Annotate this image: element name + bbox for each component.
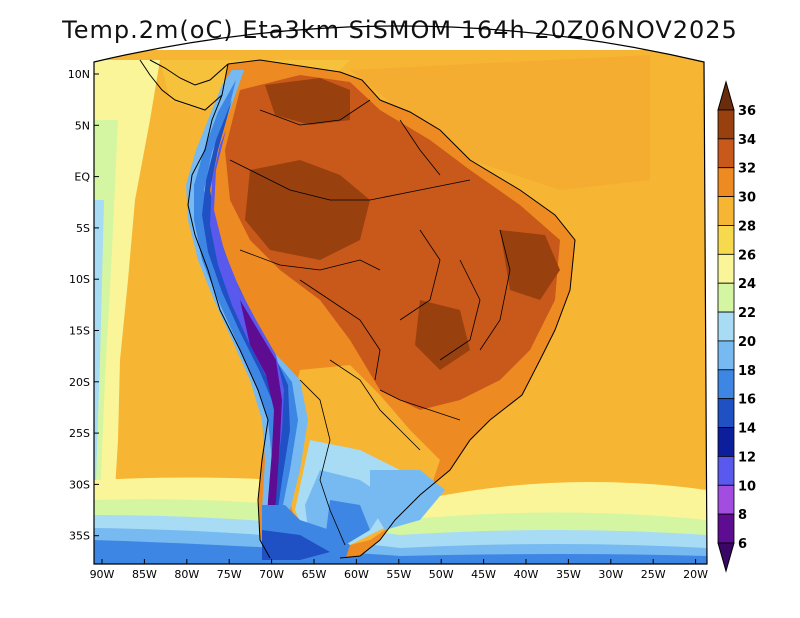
lat-tick-label: 15S — [69, 325, 90, 338]
country-borders — [229, 99, 511, 546]
venezuela-34-core — [265, 78, 350, 125]
lat-tick-label: 30S — [69, 478, 90, 491]
latitude-axis: 10N 5N EQ 5S 10S 15S 20S 25S 30S 35S — [68, 68, 99, 543]
colorbar-segment — [717, 398, 735, 428]
interior-32-region — [225, 75, 560, 410]
lat-tick-label: 5S — [76, 222, 90, 235]
coastlines — [139, 59, 576, 559]
andes-16-band — [194, 80, 298, 550]
lon-tick-label: 80W — [174, 568, 199, 581]
temperature-field — [94, 50, 707, 564]
lon-tick-label: 25W — [641, 568, 666, 581]
lon-tick-label: 20W — [683, 568, 708, 581]
colorbar-label: 14 — [738, 422, 756, 437]
lon-tick-label: 45W — [471, 568, 496, 581]
border-guianas — [399, 119, 441, 176]
map-title: Temp.2m(oC) Eta3km SiSMOM 164h 20Z06NOV2… — [62, 16, 738, 44]
lat-tick-label: 35S — [69, 530, 90, 543]
colorbar-label: 22 — [738, 306, 756, 321]
atlantic-coastline — [227, 59, 576, 559]
domain-frame — [93, 25, 708, 565]
colorbar-label: 18 — [738, 364, 756, 379]
lat-tick-label: 25S — [69, 427, 90, 440]
amazon-34-core — [245, 160, 370, 260]
lon-tick-label: 50W — [429, 568, 454, 581]
lon-tick-label: 55W — [386, 568, 411, 581]
colorbar-label: 6 — [738, 537, 747, 552]
south-16-band — [94, 540, 707, 564]
temperature-colorbar: 36 34 32 30 28 26 24 22 20 18 16 14 12 10 8 6 — [717, 80, 756, 573]
colorbar-segment — [717, 109, 735, 140]
colorbar-label: 34 — [738, 133, 756, 148]
panama-coast — [149, 59, 229, 86]
pampas-16-region — [325, 500, 370, 545]
lat-tick-label: 5N — [75, 119, 90, 132]
lon-tick-label: 70W — [259, 568, 284, 581]
lon-tick-label: 30W — [598, 568, 623, 581]
border-brazil-states-1 — [439, 259, 481, 361]
border-peru-brazil — [239, 249, 381, 271]
colorbar-segment — [717, 455, 735, 486]
lon-tick-label: 40W — [514, 568, 539, 581]
colorbar-segment — [717, 253, 735, 284]
lon-tick-label: 60W — [344, 568, 369, 581]
lon-tick-label: 65W — [302, 568, 327, 581]
border-brazil-south — [379, 389, 461, 421]
lon-tick-label: 85W — [132, 568, 157, 581]
pacific-coastline — [187, 63, 271, 559]
colorbar-top-arrow — [717, 80, 735, 111]
lat-tick-label: 20S — [69, 376, 90, 389]
border-venezuela — [259, 99, 371, 126]
colorbar-label: 24 — [738, 277, 756, 292]
colorbar-segment — [717, 369, 735, 400]
pacific-20-band — [94, 200, 104, 500]
colorbar-segment — [717, 138, 735, 169]
border-amazon-north — [229, 159, 471, 201]
colorbar-segment — [717, 225, 735, 255]
longitude-axis: 90W 85W 80W 75W 70W 65W 60W 55W 50W 45W 40W 35W 30W 2… — [90, 559, 708, 581]
colorbar-segment — [717, 484, 735, 515]
lat-tick-label: EQ — [74, 171, 90, 184]
colorbar-label: 26 — [738, 248, 756, 263]
border-paraguay — [329, 359, 421, 451]
northeast-34-core — [500, 230, 560, 300]
lat-tick-label: 10S — [69, 273, 90, 286]
colorbar-label: 30 — [738, 191, 756, 206]
lon-tick-label: 35W — [556, 568, 581, 581]
colorbar-label: 12 — [738, 450, 756, 465]
colorbar-segment — [717, 167, 735, 198]
south-brazil-18-region — [370, 470, 445, 530]
colorbar-segment — [717, 427, 735, 457]
colorbar-label: 16 — [738, 393, 756, 408]
central-america-coast — [139, 59, 223, 111]
atlantic-warm-patch — [350, 55, 650, 190]
colorbar-segment — [717, 311, 735, 342]
lon-tick-label: 75W — [217, 568, 242, 581]
colorbar-label: 32 — [738, 162, 756, 177]
border-brazil-states-3 — [399, 229, 441, 321]
patagonia-14-region — [262, 530, 330, 560]
andes-6-band — [240, 300, 282, 545]
border-argentina-chile — [299, 379, 346, 546]
colorbar-label: 8 — [738, 508, 747, 523]
border-bolivia — [299, 279, 381, 381]
colorbar-label: 28 — [738, 219, 756, 234]
colorbar-segment — [717, 282, 735, 313]
colorbar-label: 10 — [738, 479, 756, 494]
colorbar-label: 20 — [738, 335, 756, 350]
colorbar-label: 36 — [738, 104, 756, 119]
lat-tick-label: 10N — [68, 68, 90, 81]
border-brazil-states-2 — [479, 229, 511, 351]
central-34-core — [415, 300, 470, 370]
colorbar-bottom-arrow — [717, 542, 735, 573]
colorbar-segment — [717, 513, 735, 544]
colorbar-segment — [717, 196, 735, 226]
colorbar-segment — [717, 340, 735, 371]
lon-tick-label: 90W — [90, 568, 115, 581]
